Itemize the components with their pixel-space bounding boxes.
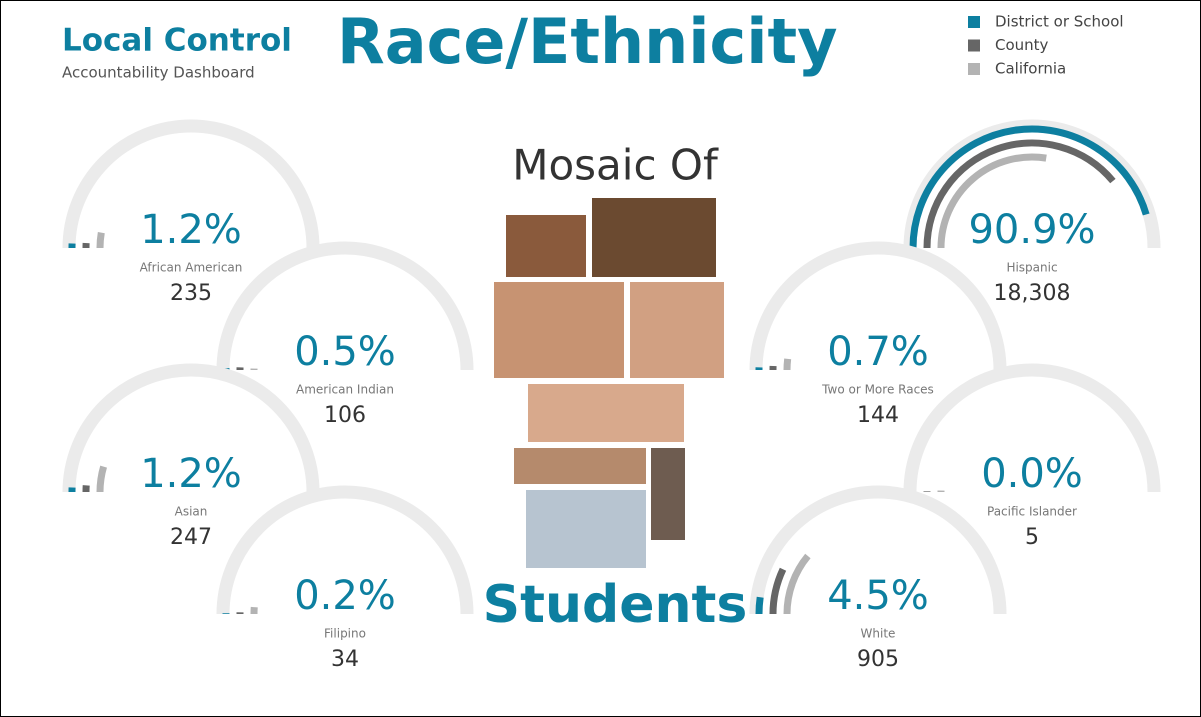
brand: Local Control xyxy=(62,23,292,59)
page-title: Race/Ethnicity xyxy=(337,5,838,78)
gauge-count: 106 xyxy=(324,403,366,428)
brand-subtitle: Accountability Dashboard xyxy=(62,64,255,82)
gauge-value: 4.5% xyxy=(827,573,929,619)
gauge-count: 905 xyxy=(857,647,899,672)
gauge-value: 0.0% xyxy=(981,451,1083,497)
gauge-value: 1.2% xyxy=(140,207,242,253)
gauge-arc xyxy=(100,233,101,248)
gauge-count: 5 xyxy=(1025,525,1039,550)
dashboard: Local Control Accountability Dashboard R… xyxy=(0,0,1201,717)
gauge-category: Two or More Races xyxy=(821,383,934,397)
legend-label: County xyxy=(995,36,1049,54)
gauge-arc xyxy=(100,467,104,492)
gauge-category: Asian xyxy=(175,505,208,519)
gauge-arc xyxy=(759,597,760,614)
mosaic-top: Mosaic Of xyxy=(512,141,719,190)
legend-swatch xyxy=(968,40,980,52)
gauge-count: 247 xyxy=(170,525,212,550)
legend-label: California xyxy=(995,60,1066,78)
gauge-count: 34 xyxy=(331,647,359,672)
gauge-category: Pacific Islander xyxy=(987,505,1077,519)
gauge-category: Filipino xyxy=(324,627,366,641)
legend-label: District or School xyxy=(995,13,1124,31)
gauge-value: 0.2% xyxy=(294,573,396,619)
legend-swatch xyxy=(968,63,980,75)
gauge-count: 235 xyxy=(170,281,212,306)
mosaic-bottom: Students xyxy=(483,575,748,635)
gauge-count: 18,308 xyxy=(994,281,1071,306)
gauge-category: American Indian xyxy=(296,383,394,397)
gauge-category: Hispanic xyxy=(1006,261,1057,275)
gauge-arc xyxy=(787,359,788,370)
gauge-value: 1.2% xyxy=(140,451,242,497)
gauge-value: 0.7% xyxy=(827,329,929,375)
gauge-category: African American xyxy=(140,261,243,275)
gauge-category: White xyxy=(861,627,896,641)
gauge-value: 0.5% xyxy=(294,329,396,375)
gauge-count: 144 xyxy=(857,403,899,428)
legend-swatch xyxy=(968,16,980,28)
gauge-value: 90.9% xyxy=(968,207,1095,253)
